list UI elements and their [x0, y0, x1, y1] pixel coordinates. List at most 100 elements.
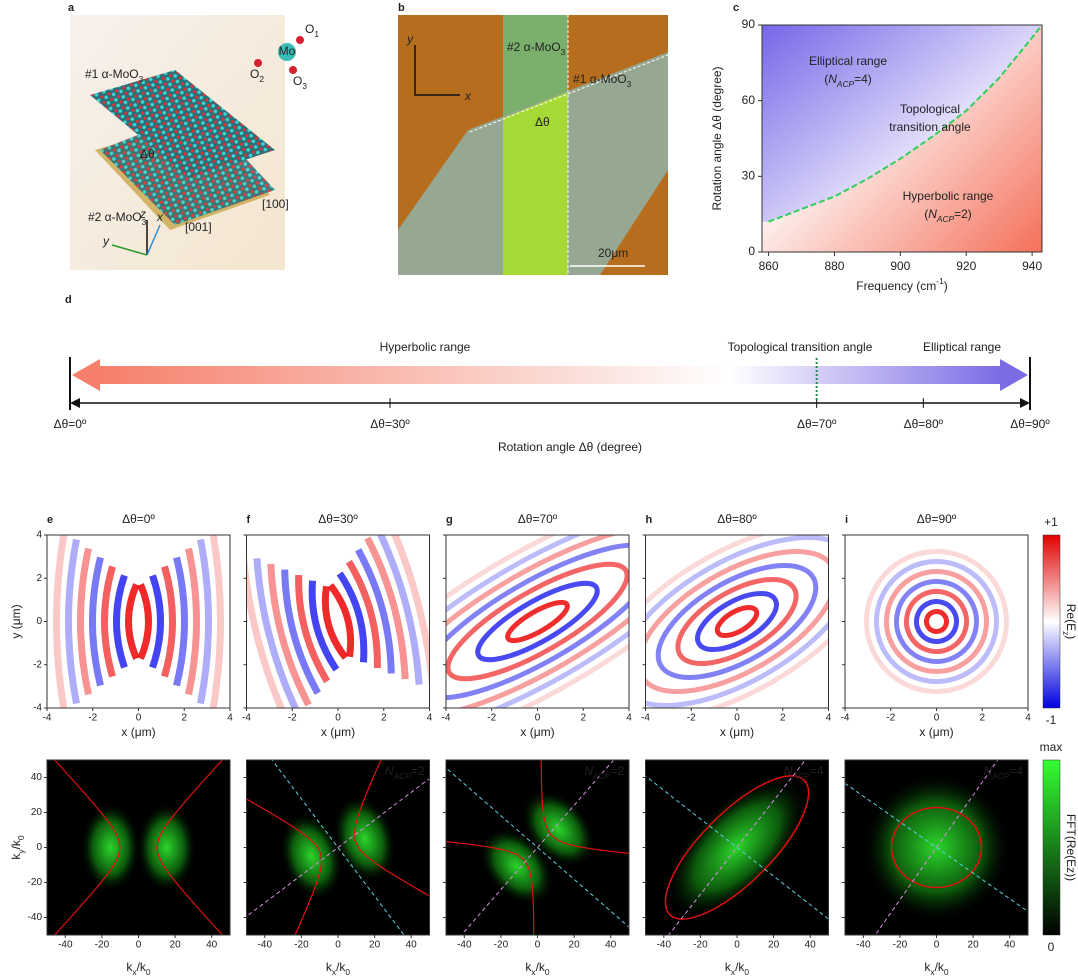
map-bg: [446, 535, 629, 708]
x-axis-title: kx/k0: [725, 960, 750, 977]
y-tick-label: 0: [748, 244, 755, 258]
x-tick-label: -40: [657, 940, 672, 951]
film-label-part: #2 α-MoO: [507, 40, 561, 54]
axis-letter: y: [406, 32, 414, 46]
x-tick-label: 0: [136, 940, 142, 951]
x-axis-title: kx/k0: [525, 960, 550, 977]
map-title: Δθ=70º: [518, 512, 558, 526]
atom-label-part: O: [305, 22, 314, 36]
x-tick-label: 40: [206, 940, 218, 951]
x-axis-title-part: 0: [146, 967, 151, 977]
x-tick-label: 2: [780, 713, 786, 724]
y-tick-label: 60: [742, 93, 756, 107]
y-tick-label: 30: [742, 169, 756, 183]
y-axis-title: Rotation angle Δθ (degree): [710, 66, 724, 210]
x-tick-label: 4: [427, 713, 433, 724]
x-tick-label: 2: [580, 713, 586, 724]
x-tick-label: -4: [841, 713, 850, 724]
colorbar: [1043, 760, 1060, 935]
x-axis-title: x (μm): [919, 725, 953, 739]
nacp-label-part: N: [983, 764, 992, 778]
direction-label: [100]: [262, 197, 289, 211]
x-tick-label: -2: [88, 713, 97, 724]
x-axis-title-part: 0: [345, 967, 350, 977]
axis-arrow: [1020, 398, 1030, 408]
field-map: [235, 512, 441, 730]
axis-title: Rotation angle Δθ (degree): [498, 440, 642, 454]
nacp-label-part: ACP: [991, 771, 1010, 781]
x-tick-label: -4: [43, 713, 52, 724]
x-tick-label: 2: [979, 713, 985, 724]
x-tick-label: 0: [734, 940, 740, 951]
range-label: Hyperbolic range: [380, 340, 471, 354]
nacp-label-part: ACP: [592, 771, 611, 781]
x-tick-label: 0: [934, 940, 940, 951]
x-axis-title: kx/k0: [924, 960, 949, 977]
x-tick-label: 20: [369, 940, 381, 951]
panel-label: h: [646, 514, 653, 526]
y-axis-title: ky/k0: [9, 835, 26, 860]
atom-label-part: 2: [259, 74, 264, 84]
x-axis-title-part: ): [944, 279, 948, 293]
atom-label: O3: [293, 74, 307, 91]
tick-label: Δθ=80º: [904, 417, 944, 431]
map-title: Δθ=90º: [917, 512, 957, 526]
region-label-part: =2): [954, 207, 972, 221]
nacp-label-part: =2: [610, 764, 624, 778]
range-arrow-body: [98, 366, 1002, 384]
x-axis-title: Frequency (cm-1): [856, 276, 947, 293]
film-label-part: #1 α-MoO: [85, 67, 139, 81]
x-tick-label: 0: [535, 940, 541, 951]
colorbar-title-part: ): [1064, 635, 1078, 639]
x-tick-label: -4: [442, 713, 451, 724]
y-tick-label: 2: [36, 573, 42, 584]
y-tick-label: -2: [33, 659, 42, 670]
range-arrow-head: [1000, 359, 1028, 391]
atom-label-part: 3: [302, 81, 307, 91]
nacp-label-part: =4: [810, 764, 824, 778]
colorbar-min: -1: [1046, 713, 1057, 727]
panel-label: e: [47, 514, 53, 526]
x-tick-label: -2: [687, 713, 696, 724]
x-tick-label: 20: [768, 940, 780, 951]
x-axis-title: x (μm): [121, 725, 155, 739]
nacp-label-part: N: [784, 764, 793, 778]
x-tick-label: -40: [457, 940, 472, 951]
tick-label: Δθ=90º: [1010, 417, 1050, 431]
region-label-part: N: [828, 72, 837, 86]
x-tick-label: 0: [136, 713, 142, 724]
x-tick-label: -20: [95, 940, 110, 951]
x-tick-label: 20: [968, 940, 980, 951]
x-tick-label: -20: [693, 940, 708, 951]
x-tick-label: 20: [170, 940, 182, 951]
film-label-part: #2 α-MoO: [88, 210, 142, 224]
colorbar-title: Re(Ez): [1061, 604, 1078, 640]
x-tick-label: -20: [494, 940, 509, 951]
x-tick-label: -2: [288, 713, 297, 724]
fft-map: [39, 743, 239, 953]
x-axis-title: kx/k0: [326, 960, 351, 977]
x-tick-label: -20: [893, 940, 908, 951]
nacp-label-part: N: [584, 764, 593, 778]
x-axis-title: x (μm): [321, 725, 355, 739]
x-tick-label: 4: [1025, 713, 1031, 724]
panel-label: b: [398, 2, 405, 14]
x-tick-label: -4: [641, 713, 650, 724]
x-tick-label: 0: [335, 713, 341, 724]
axis-letter: y: [102, 234, 110, 248]
atom-label: O1: [305, 22, 319, 39]
axis-letter: x: [464, 89, 472, 103]
curve-label: transition angle: [889, 120, 971, 134]
panel-label: i: [845, 514, 848, 526]
glow: [137, 803, 197, 893]
x-tick-label: 0: [734, 713, 740, 724]
axis-arrow: [70, 398, 80, 408]
x-axis-title-part: Frequency (cm: [856, 279, 936, 293]
x-tick-label: 860: [759, 259, 779, 273]
x-tick-label: -20: [294, 940, 309, 951]
tick-label: Δθ=0º: [54, 417, 87, 431]
colorbar-title-part: Re(E: [1064, 604, 1078, 631]
panel-label: a: [68, 2, 75, 14]
direction-label: [001]: [185, 220, 212, 234]
range-label: Topological transition angle: [728, 340, 873, 354]
